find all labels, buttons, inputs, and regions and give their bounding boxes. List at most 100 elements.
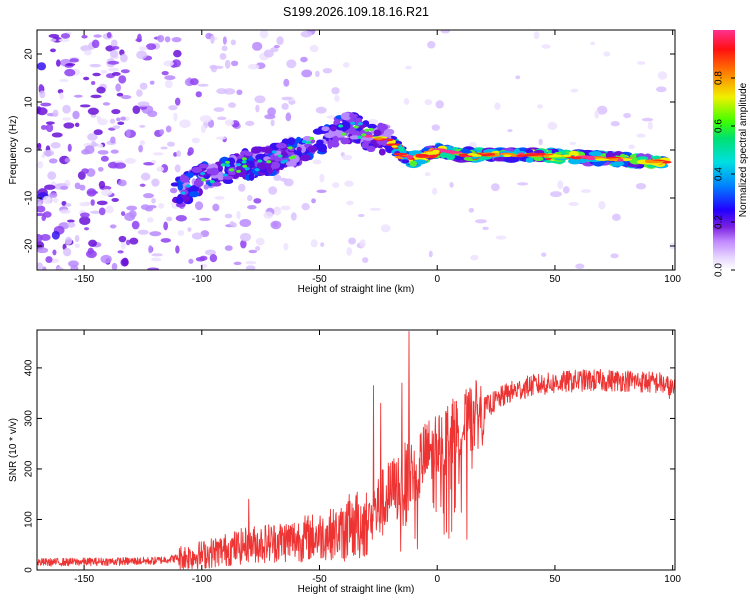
heatmap-ridge-cell: [256, 161, 268, 170]
heatmap-noise-cell: [470, 254, 479, 261]
heatmap-noise-cell: [37, 107, 48, 116]
heatmap-noise-cell: [164, 79, 173, 89]
heatmap-ridge-cell: [206, 168, 214, 175]
heatmap-noise-cell: [62, 117, 72, 121]
heatmap-ridge-cell: [636, 156, 649, 161]
heatmap-noise-cell: [263, 211, 274, 219]
heatmap-noise-cell: [280, 177, 288, 182]
heatmap-noise-cell: [90, 210, 101, 214]
heatmap-noise-cell: [59, 78, 69, 83]
heatmap-noise-cell: [191, 137, 200, 144]
bottom-x-tick-label: 100: [664, 574, 681, 585]
heatmap-peak-cell: [368, 127, 374, 132]
heatmap-noise-cell: [126, 129, 131, 138]
heatmap-noise-cell: [55, 59, 61, 67]
colorbar-tick-label: 0.2: [714, 215, 725, 229]
heatmap-ridge-cell: [255, 153, 266, 161]
bottom-y-tick-label: 400: [24, 359, 35, 376]
heatmap-noise-cell: [635, 183, 647, 190]
heatmap-noise-cell: [598, 200, 606, 210]
heatmap-noise-cell: [120, 69, 130, 74]
heatmap-peak-cell: [364, 128, 370, 132]
heatmap-noise-cell: [424, 99, 433, 106]
heatmap-noise-cell: [45, 256, 53, 264]
heatmap-noise-cell: [69, 58, 80, 63]
heatmap-noise-cell: [59, 209, 71, 215]
heatmap-noise-cell: [40, 233, 51, 241]
snr-series: [37, 331, 675, 570]
heatmap-peak-cell: [236, 163, 242, 167]
heatmap-noise-cell: [90, 199, 95, 206]
heatmap-noise-cell: [507, 129, 513, 133]
heatmap-noise-cell: [515, 75, 521, 80]
heatmap-peak-cell: [458, 153, 470, 157]
heatmap-ridge-cell: [248, 172, 255, 181]
heatmap-noise-cell: [263, 49, 274, 58]
heatmap-noise-cell: [156, 166, 164, 172]
heatmap-noise-cell: [60, 185, 69, 190]
heatmap-noise-cell: [88, 239, 98, 247]
heatmap-ridge-cell: [330, 141, 340, 148]
heatmap-noise-cell: [628, 144, 635, 150]
heatmap-noise-cell: [341, 154, 353, 161]
heatmap-noise-cell: [171, 37, 182, 43]
heatmap-noise-cell: [121, 211, 126, 217]
heatmap-noise-cell: [87, 133, 98, 141]
heatmap-noise-cell: [109, 49, 119, 58]
heatmap-peak-cell: [353, 125, 359, 129]
heatmap-noise-cell: [283, 78, 290, 87]
heatmap-peak-cell: [662, 160, 672, 164]
heatmap-noise-cell: [224, 59, 231, 69]
bottom-x-tick-label: -150: [74, 574, 94, 585]
top-x-tick-label: -100: [192, 274, 212, 285]
heatmap-noise-cell: [152, 152, 164, 156]
heatmap-noise-cell: [49, 192, 58, 198]
heatmap-noise-cell: [310, 239, 318, 248]
bottom-x-tick-label: -100: [192, 574, 212, 585]
heatmap-noise-cell: [199, 217, 211, 221]
heatmap-peak-cell: [606, 158, 618, 161]
heatmap-peak-cell: [242, 164, 248, 168]
heatmap-ridge-cell: [533, 156, 544, 162]
heatmap-noise-cell: [50, 142, 61, 149]
heatmap-noise-cell: [210, 34, 215, 44]
heatmap-ridge-cell: [378, 148, 386, 156]
heatmap-noise-cell: [100, 155, 109, 162]
heatmap-noise-cell: [126, 205, 138, 211]
heatmap-noise-cell: [590, 41, 596, 46]
heatmap-noise-cell: [431, 187, 438, 195]
heatmap-noise-cell: [107, 60, 120, 65]
heatmap-noise-cell: [610, 253, 619, 259]
heatmap-noise-cell: [259, 30, 269, 39]
colorbar-tick-label: 0.4: [714, 167, 725, 181]
heatmap-noise-cell: [440, 30, 450, 34]
heatmap-noise-cell: [320, 242, 325, 247]
heatmap-noise-cell: [65, 203, 72, 207]
heatmap-noise-cell: [647, 121, 653, 130]
heatmap-noise-cell: [58, 38, 70, 42]
heatmap-noise-cell: [210, 64, 218, 73]
heatmap-noise-cell: [309, 44, 319, 53]
heatmap-noise-cell: [346, 247, 353, 256]
heatmap-noise-cell: [63, 122, 75, 129]
heatmap-noise-cell: [81, 168, 89, 174]
top-y-tick-label: 20: [24, 48, 35, 60]
heatmap-noise-cell: [300, 56, 308, 63]
heatmap-noise-cell: [194, 201, 204, 211]
heatmap-noise-cell: [474, 219, 487, 224]
colorbar-tick-label: 0.0: [714, 263, 725, 277]
heatmap-noise-cell: [37, 205, 46, 213]
heatmap-noise-cell: [107, 67, 120, 72]
heatmap-noise-cell: [59, 92, 64, 100]
top-y-tick-label: 10: [24, 96, 35, 108]
heatmap-noise-cell: [274, 206, 280, 212]
heatmap-noise-cell: [97, 150, 109, 155]
heatmap-peak-cell: [277, 154, 283, 158]
heatmap-noise-cell: [79, 216, 91, 226]
heatmap-peak-cell: [309, 136, 315, 140]
heatmap-noise-cell: [106, 31, 112, 39]
bottom-axes: -150 -100 -50 0 50 100 0 100 200 300 400: [24, 330, 681, 585]
heatmap-noise-cell: [538, 138, 543, 146]
heatmap-noise-cell: [187, 151, 192, 156]
heatmap-noise-cell: [147, 110, 158, 118]
